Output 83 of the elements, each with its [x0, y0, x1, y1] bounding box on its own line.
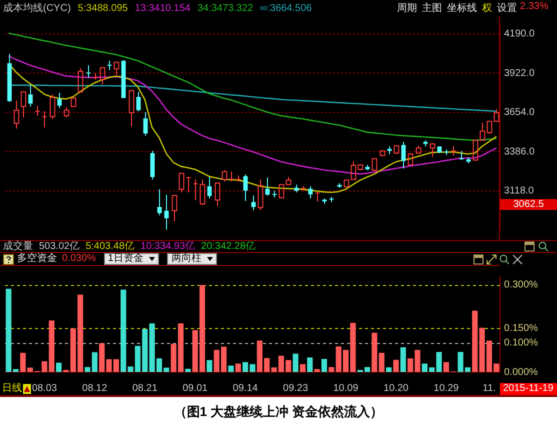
candlestick — [20, 91, 26, 118]
y-tick-label: 0.000% — [504, 366, 538, 378]
x-tick-label: 10.29 — [434, 382, 460, 394]
candlestick — [243, 174, 248, 202]
x-tick-label: 09.23 — [283, 382, 308, 394]
text: 成本均线(CYC) — [3, 3, 71, 15]
y-tick-label: 3922.0 — [504, 68, 536, 79]
x-tick-label: 09.14 — [232, 382, 258, 394]
candlestick — [459, 150, 464, 161]
candlestick — [207, 176, 212, 199]
bar — [400, 347, 406, 372]
text: 503.02亿 — [39, 241, 80, 253]
candlestick — [337, 182, 342, 188]
bar — [228, 366, 234, 372]
text: 0.030% — [62, 253, 96, 265]
text: 主图 — [422, 3, 442, 15]
bar — [386, 367, 392, 372]
bar — [472, 310, 478, 372]
x-tick-label: 08.21 — [132, 382, 158, 394]
text: 周期 — [397, 3, 417, 15]
candlestick — [365, 164, 370, 171]
text: 20:342.28亿 — [201, 241, 256, 252]
text: ∞:3664.506 — [260, 3, 312, 15]
candlestick — [322, 198, 327, 204]
text: 3062.5 — [500, 199, 557, 210]
y-tick-label: 3118.0 — [504, 186, 534, 197]
candlestick — [14, 100, 20, 130]
text: 成交量 — [3, 241, 33, 252]
text: 日线 — [2, 383, 22, 395]
bar — [235, 364, 241, 372]
text: 2.33% — [520, 1, 548, 13]
candlestick — [294, 184, 299, 193]
x-tick-label: 08.03 — [32, 382, 58, 394]
bar — [328, 367, 334, 372]
text: 2015-11-19 — [500, 383, 557, 395]
candlestick — [172, 194, 178, 222]
x-tick-label: 10.09 — [333, 382, 359, 394]
text: 权 — [482, 3, 492, 15]
candlestick — [251, 194, 256, 211]
x-tick-label: 09.01 — [182, 382, 208, 394]
x-tick-label: 08.12 — [82, 382, 108, 394]
y-tick-label: 0.300% — [504, 279, 538, 290]
y-tick-label: 0.150% — [504, 323, 538, 334]
bar — [307, 357, 313, 372]
candlestick — [472, 140, 478, 161]
bar — [393, 360, 399, 372]
bar — [20, 352, 26, 372]
candlestick — [150, 150, 155, 180]
y-tick-label: 0.100% — [504, 338, 538, 349]
dropdown-field: 两向柱 — [167, 253, 218, 265]
candlestick — [114, 62, 120, 75]
text: 34:3473.322 — [197, 3, 254, 15]
candlestick — [480, 122, 486, 141]
candlestick — [100, 67, 106, 86]
bar — [56, 362, 62, 372]
bar — [206, 360, 212, 372]
text: 坐标线 — [447, 3, 477, 15]
dropdown-field: 1日资金 — [104, 253, 160, 265]
candlestick — [164, 194, 169, 230]
bar — [300, 364, 306, 372]
candlestick — [430, 143, 436, 158]
y-tick-label: 3386.0 — [504, 146, 536, 158]
bar — [314, 369, 320, 372]
candlestick — [466, 156, 471, 164]
text: 5:403.48亿 — [86, 241, 135, 253]
x-tick-label: 11. — [482, 382, 496, 394]
bar — [292, 354, 298, 372]
y-tick-label: 3654.0 — [504, 107, 536, 118]
text: （图1 大盘继续上冲 资金依然流入） — [172, 403, 384, 421]
candlestick — [128, 89, 134, 127]
bar — [185, 368, 191, 372]
candlestick — [308, 186, 313, 199]
candlestick — [121, 60, 126, 98]
y-tick-label: 4190.0 — [504, 28, 536, 40]
text: 13:3410.154 — [134, 3, 190, 15]
candlestick — [265, 177, 270, 195]
text: 5:3488.095 — [78, 3, 128, 15]
x-tick-label: 10.20 — [383, 382, 409, 394]
bar — [321, 358, 328, 372]
candlestick — [7, 53, 12, 103]
text: 10:334.93亿 — [140, 241, 196, 252]
text: 多空资金 — [17, 253, 57, 265]
text: 设置 — [497, 3, 517, 15]
